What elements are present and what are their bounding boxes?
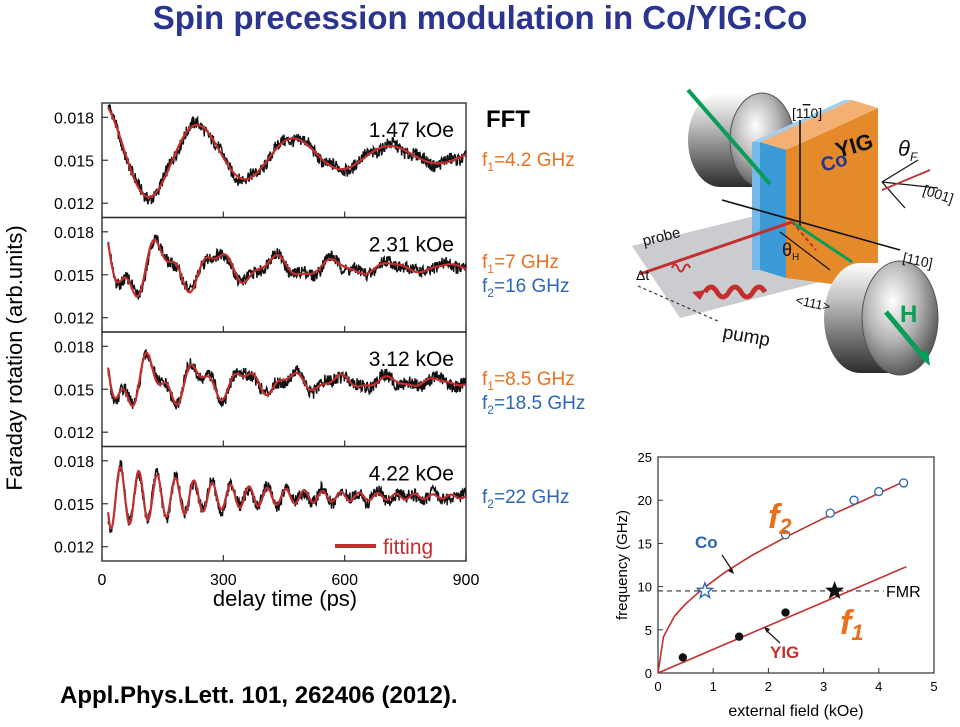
- field-label: 4.22 kOe: [369, 463, 454, 486]
- y-tick-label: 10: [638, 580, 652, 595]
- y-tick-label: 0.015: [54, 268, 94, 285]
- y-tick-label: 0.012: [54, 425, 94, 442]
- y-tick-label: 0.012: [54, 540, 94, 557]
- y-tick-label: 0.015: [54, 382, 94, 399]
- panel-1: 0.018 0.015 0.012 2.31 kOe: [54, 216, 467, 333]
- f2-series-label: f2: [768, 498, 792, 539]
- x-tick-label: 1: [710, 679, 717, 694]
- x-axis-label: delay time (ps): [213, 586, 357, 611]
- y-tick-label: 0.018: [54, 110, 94, 127]
- fmr-label: FMR: [886, 584, 921, 601]
- fit-curve: [107, 465, 467, 530]
- fit-curve: [107, 106, 467, 199]
- x-tick-label: 2: [765, 679, 772, 694]
- star-marker: [825, 580, 845, 600]
- y-tick-label: 15: [638, 536, 652, 551]
- fit-curve: [107, 238, 467, 298]
- fit-line-yig: [657, 565, 907, 674]
- data-point-f2: [780, 530, 791, 540]
- data-point-f2: [849, 495, 859, 505]
- data-point-f2: [898, 478, 909, 488]
- data-point-f1: [734, 632, 744, 641]
- field-label: 1.47 kOe: [369, 119, 454, 142]
- freq-x-axis-label: external field (kOe): [728, 703, 863, 720]
- x-tick-label: 4: [875, 679, 882, 694]
- y-axis-label: Faraday rotation (arb.units): [2, 225, 27, 490]
- x-tick-label: 900: [453, 572, 480, 589]
- fit-curve: [107, 351, 467, 408]
- page-title: Spin precession modulation in Co/YIG:Co: [152, 0, 808, 36]
- y-tick-label: 0.012: [54, 311, 94, 328]
- y-tick-label: 0.018: [54, 339, 94, 356]
- y-tick-label: 0.015: [54, 153, 94, 170]
- legend-label: fitting: [383, 536, 433, 559]
- y-tick-label: 0.012: [54, 196, 94, 213]
- x-tick-label: 300: [210, 572, 237, 589]
- y-tick-label: 0.015: [54, 497, 94, 514]
- co-pointer: [721, 554, 733, 571]
- citation: Appl.Phys.Lett. 101, 262406 (2012).: [60, 682, 458, 709]
- fit-line-co: [657, 479, 907, 674]
- yig-pointer: [765, 629, 781, 644]
- y-tick-label: 5: [645, 623, 652, 638]
- freq-y-axis-label: frequency (GHz): [614, 510, 631, 620]
- yig-curve-label: YIG: [770, 643, 799, 662]
- field-label: 2.31 kOe: [369, 234, 454, 257]
- y-tick-label: 0.018: [54, 225, 94, 242]
- data-point-f2: [825, 508, 835, 518]
- field-label: 3.12 kOe: [369, 348, 454, 371]
- y-tick-label: 25: [638, 450, 652, 465]
- x-tick-label: 0: [98, 572, 107, 589]
- plot-frame: [657, 456, 935, 674]
- y-tick-label: 0: [645, 666, 652, 681]
- data-point-f2: [874, 486, 884, 497]
- co-pointer-head: [728, 568, 734, 574]
- y-tick-label: 20: [638, 493, 652, 508]
- data-point-f1: [781, 608, 790, 617]
- co-curve-label: Co: [695, 533, 718, 552]
- yig-pointer-head: [764, 627, 770, 633]
- x-tick-label: 3: [820, 679, 827, 694]
- panel-3: 0.018 0.015 0.012 4.22 kOe: [54, 445, 467, 562]
- f1-series-label: f1: [840, 604, 864, 645]
- x-tick-label: 600: [331, 572, 358, 589]
- data-trace: [107, 234, 467, 300]
- star-marker: [695, 580, 715, 600]
- x-tick-label: 5: [930, 679, 937, 694]
- data-point-f1: [678, 653, 688, 662]
- y-tick-label: 0.018: [54, 454, 94, 471]
- panel-0: 0.018 0.015 0.012 1.47 kOe: [54, 102, 467, 219]
- x-tick-label: 0: [654, 679, 661, 694]
